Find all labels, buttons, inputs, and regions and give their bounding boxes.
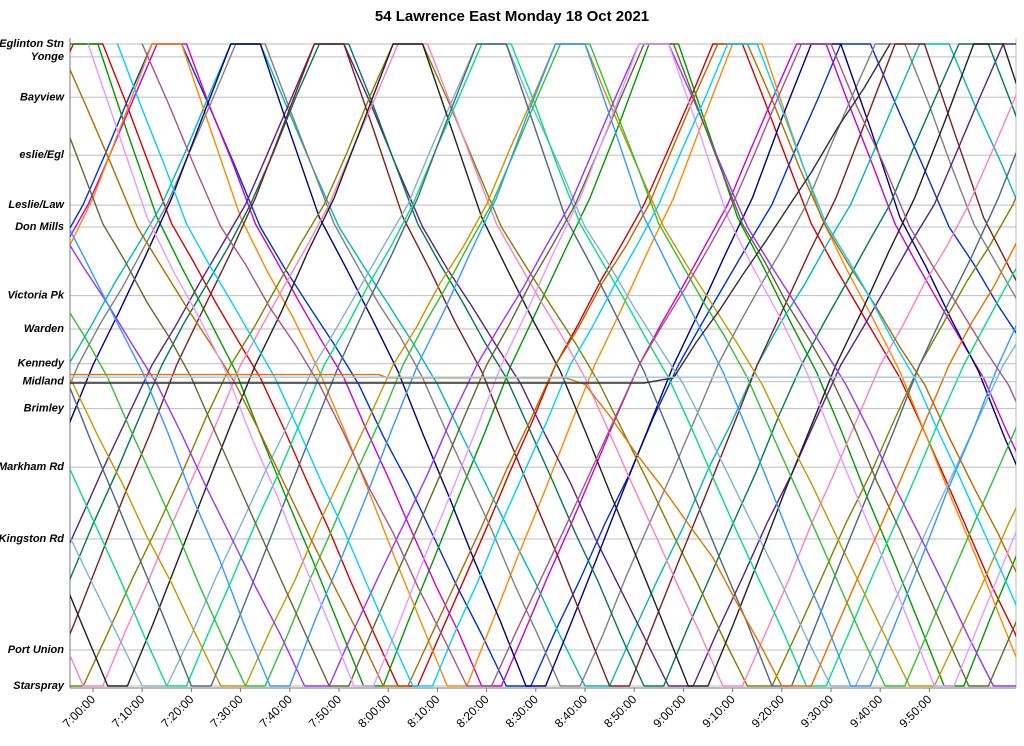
station-label: eslie/Egl	[19, 149, 65, 161]
vehicle-trace	[70, 43, 1016, 687]
station-label: Bayview	[20, 91, 65, 103]
vehicle-trace	[70, 43, 891, 384]
x-tick-label: 8:10:00	[404, 692, 442, 730]
x-tick-label: 9:40:00	[847, 692, 885, 730]
vehicle-trace	[70, 43, 1016, 687]
vehicle-trace	[70, 43, 1016, 687]
vehicle-trace	[70, 43, 1016, 687]
vehicle-trace	[70, 43, 1016, 687]
vehicle-trace	[87, 43, 1016, 687]
x-tick-label: 7:10:00	[109, 692, 147, 730]
station-label: Yonge	[31, 51, 64, 63]
x-tick-label: 9:10:00	[700, 692, 738, 730]
vehicle-trace	[70, 43, 1016, 687]
vehicle-trace	[70, 43, 1016, 687]
vehicle-trace	[70, 43, 1016, 687]
chart-title: 54 Lawrence East Monday 18 Oct 2021	[374, 8, 650, 25]
x-tick-label: 7:00:00	[60, 692, 98, 730]
station-label: Midland	[22, 376, 64, 388]
vehicle-trace	[70, 43, 1016, 687]
vehicle-trace	[70, 43, 1016, 687]
x-tick-label: 8:50:00	[601, 692, 639, 730]
x-tick-label: 8:30:00	[503, 692, 541, 730]
vehicle-trace	[70, 43, 1016, 687]
x-tick-label: 7:30:00	[208, 692, 246, 730]
vehicle-trace	[70, 43, 1016, 687]
station-label: Brimley	[24, 403, 65, 415]
vehicle-trace	[70, 43, 1016, 687]
vehicle-trace	[70, 43, 1016, 687]
x-tick-label: 9:30:00	[798, 692, 836, 730]
station-label: Port Union	[8, 644, 64, 656]
vehicle-trace	[70, 43, 1016, 687]
vehicle-trace	[70, 43, 1016, 687]
vehicle-trace	[70, 43, 1016, 687]
x-tick-label: 8:20:00	[454, 692, 492, 730]
x-tick-label: 9:00:00	[650, 692, 688, 730]
vehicle-trace	[70, 43, 1016, 687]
vehicle-traces-group	[70, 43, 1016, 687]
vehicle-trace	[70, 43, 1016, 687]
x-tick-label: 9:20:00	[749, 692, 787, 730]
station-label: Victoria Pk	[8, 290, 65, 302]
vehicle-trace	[70, 43, 1016, 687]
x-tick-label: 7:40:00	[257, 692, 295, 730]
x-tick-label: 7:20:00	[158, 692, 196, 730]
station-label: Warden	[24, 323, 64, 335]
x-tick-label: 8:00:00	[355, 692, 393, 730]
station-label: Kingston Rd	[0, 533, 64, 545]
station-label: Markham Rd	[0, 461, 64, 473]
station-label: Leslie/Law	[8, 199, 65, 211]
x-tick-label: 8:40:00	[552, 692, 590, 730]
station-label: Don Mills	[15, 221, 64, 233]
x-tick-label: 9:50:00	[896, 692, 934, 730]
station-label: Kennedy	[18, 358, 65, 370]
vehicle-trace	[70, 43, 1016, 687]
station-label: Starspray	[13, 680, 65, 692]
vehicle-trace	[70, 242, 1016, 687]
x-tick-label: 7:50:00	[306, 692, 344, 730]
vehicle-trace	[70, 43, 1016, 687]
vehicle-trace	[70, 43, 1016, 687]
station-label: Eglinton Stn	[0, 38, 64, 50]
